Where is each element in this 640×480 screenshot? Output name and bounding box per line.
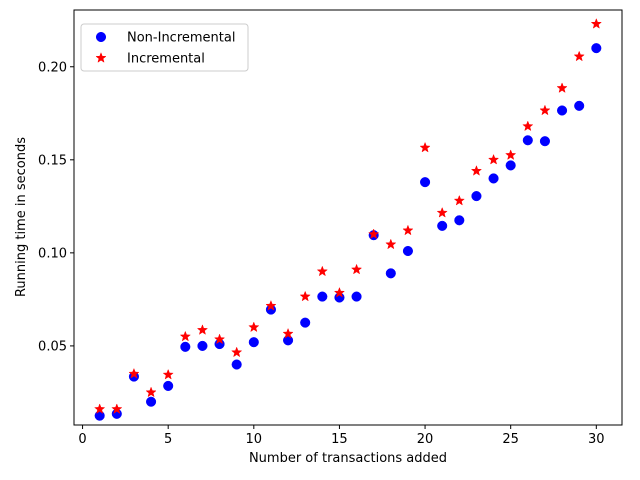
data-point-star	[299, 290, 311, 302]
data-point-star	[145, 386, 157, 398]
y-tick-label: 0.05	[38, 339, 67, 354]
legend-circle-icon	[95, 31, 107, 43]
x-tick-label: 20	[417, 432, 434, 447]
data-point-circle	[454, 215, 465, 226]
data-point-star	[505, 149, 517, 160]
x-axis-label: Number of transactions added	[249, 451, 447, 466]
data-point-circle	[522, 135, 533, 146]
plot-area	[74, 10, 622, 425]
x-tick-label: 25	[502, 432, 519, 447]
data-point-star	[402, 224, 414, 236]
data-point-star	[368, 228, 380, 240]
data-point-star	[316, 265, 328, 277]
data-point-circle	[197, 340, 208, 351]
data-point-circle	[402, 245, 413, 257]
legend-label: Non-Incremental	[127, 31, 235, 46]
data-point-star	[231, 346, 243, 358]
data-point-circle	[591, 43, 602, 54]
y-axis-ticks: 0.05 0.10 0.15 0.20	[38, 60, 74, 354]
data-point-circle	[94, 410, 105, 421]
data-point-star	[213, 333, 226, 345]
data-point-star	[111, 403, 123, 414]
data-point-star	[94, 403, 106, 414]
x-tick-label: 15	[331, 432, 348, 447]
data-point-circle	[420, 177, 431, 188]
data-point-star	[539, 104, 551, 116]
data-point-star	[128, 367, 140, 379]
data-point-star	[590, 18, 602, 29]
x-axis-ticks: 0 5 10 15 20 25 30	[78, 425, 605, 447]
data-point-star	[573, 50, 585, 62]
data-points	[94, 18, 602, 421]
data-point-star	[282, 327, 294, 339]
legend-star-icon	[95, 52, 107, 63]
legend-entry-non-incremental: Non-Incremental	[95, 31, 235, 46]
axes	[73, 9, 623, 426]
data-point-circle	[248, 337, 259, 348]
y-tick-label: 0.15	[38, 153, 67, 168]
data-point-star	[179, 330, 191, 342]
plot-frame	[73, 9, 623, 426]
data-point-star	[196, 324, 209, 335]
x-tick-label: 10	[246, 432, 263, 447]
data-point-star	[453, 194, 465, 206]
data-point-circle	[471, 191, 482, 202]
legend-entry-incremental: Incremental	[95, 52, 205, 67]
legend-box	[80, 23, 249, 72]
data-point-star	[419, 141, 431, 153]
data-point-circle	[351, 291, 362, 302]
data-point-circle	[557, 105, 568, 116]
data-point-star	[436, 206, 448, 218]
data-point-star	[522, 120, 534, 132]
data-point-circle	[574, 100, 585, 111]
data-point-circle	[539, 136, 550, 147]
data-point-star	[162, 368, 174, 380]
y-tick-label: 0.10	[38, 246, 67, 261]
data-point-star	[248, 321, 260, 333]
data-point-star	[487, 153, 500, 165]
data-point-circle	[385, 268, 396, 279]
data-point-star	[333, 286, 346, 298]
data-point-star	[265, 299, 277, 311]
data-point-circle	[488, 173, 499, 184]
x-tick-label: 30	[588, 432, 605, 447]
data-point-star	[556, 82, 568, 93]
data-point-circle	[300, 317, 311, 328]
legend: Non-Incremental Incremental	[80, 23, 249, 72]
data-point-star	[470, 165, 483, 176]
data-point-circle	[317, 291, 328, 302]
y-tick-label: 0.20	[38, 60, 67, 75]
series-incremental	[94, 18, 602, 414]
x-tick-label: 5	[164, 432, 172, 447]
y-axis-label: Running time in seconds	[14, 137, 29, 297]
data-point-star	[350, 263, 363, 275]
legend-label: Incremental	[127, 52, 205, 67]
data-point-circle	[146, 396, 157, 407]
data-point-circle	[163, 380, 174, 391]
data-point-circle	[231, 359, 242, 370]
data-point-circle	[505, 160, 516, 171]
x-tick-label: 0	[78, 432, 86, 447]
data-point-star	[385, 238, 397, 250]
data-point-circle	[437, 220, 448, 231]
data-point-circle	[180, 341, 191, 352]
data-point-circle	[283, 335, 294, 346]
